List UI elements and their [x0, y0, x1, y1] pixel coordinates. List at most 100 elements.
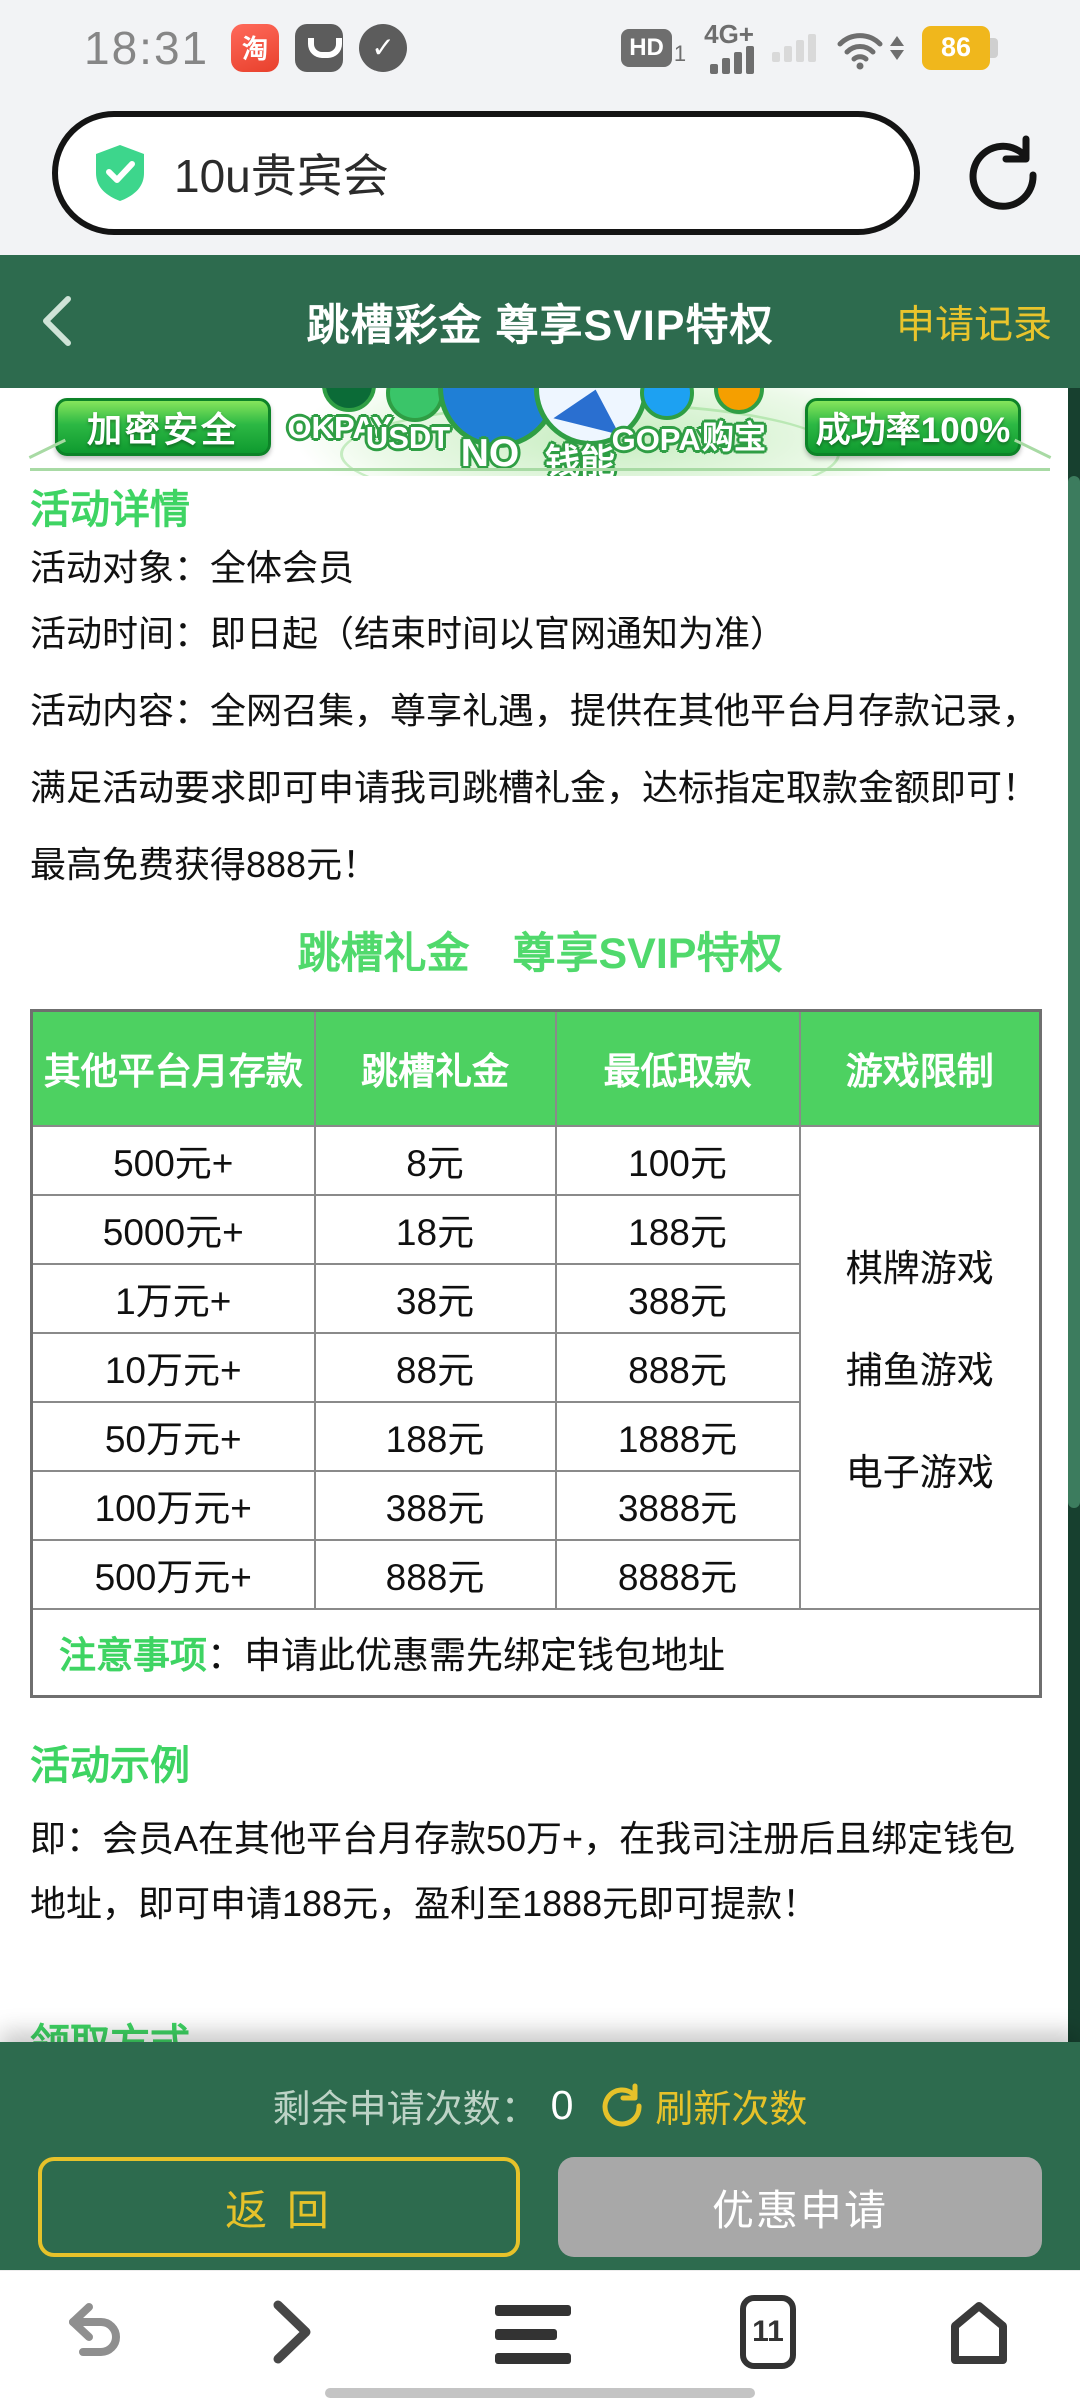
table-cell: 8888元 — [554, 1538, 801, 1610]
table-row: 1万元+ 38元 388元 — [30, 1262, 1041, 1334]
table-row: 10万元+ 88元 888元 — [30, 1331, 1041, 1403]
return-button[interactable]: 返 回 — [38, 2157, 520, 2257]
checkmark-notification-icon: ✓ — [359, 23, 408, 72]
table-cell: 5000元+ — [30, 1193, 316, 1265]
action-buttons-row: 返 回 优惠申请 — [0, 2133, 1080, 2257]
game-limit-item: 棋牌游戏 — [845, 1248, 994, 1289]
bottom-action-bar: 剩余申请次数： 0 刷新次数 返 回 优惠申请 — [0, 2042, 1080, 2270]
refresh-count-button[interactable]: 刷新次数 — [599, 2078, 807, 2133]
table-cell: 38元 — [313, 1262, 557, 1334]
nav-back-button[interactable] — [61, 2299, 131, 2369]
activity-time-line: 活动时间：即日起（结束时间以官网通知为准） — [30, 613, 787, 654]
table-row: 500元+ 8元 100元 棋牌游戏 捕鱼游戏 电子游戏 — [30, 1124, 1042, 1610]
success-rate-badge: 成功率100% — [805, 398, 1021, 456]
table-cell: 500万元+ — [30, 1538, 316, 1610]
table-cell: 8元 — [313, 1124, 557, 1196]
apply-history-link[interactable]: 申请记录 — [895, 303, 1052, 347]
promo-table-title: 跳槽礼金 尊享SVIP特权 — [297, 930, 783, 978]
page-title: 跳槽彩金 尊享SVIP特权 — [306, 301, 774, 350]
remaining-count-value: 0 — [550, 2082, 574, 2128]
status-indicators: HD 1 4G+ 86 — [621, 0, 998, 95]
table-cell: 3888元 — [554, 1469, 801, 1541]
nav-menu-button[interactable] — [495, 2299, 571, 2369]
game-limit-item: 电子游戏 — [845, 1452, 994, 1493]
table-cell: 1888元 — [554, 1400, 801, 1472]
col-header-bonus: 跳槽礼金 — [313, 1009, 557, 1127]
table-cell: 888元 — [554, 1331, 801, 1403]
example-paragraph: 即：会员A在其他平台月存款50万+，在我司注册后且绑定钱包地址，即可申请188元… — [30, 1818, 1016, 1924]
nav-forward-button[interactable] — [268, 2299, 338, 2369]
bonus-table: 其他平台月存款 跳槽礼金 最低取款 游戏限制 500元+ 8元 100元 棋牌游… — [30, 1009, 1042, 1698]
game-limit-item: 捕鱼游戏 — [845, 1350, 994, 1391]
refresh-count-label: 刷新次数 — [655, 2089, 808, 2131]
table-cell: 188元 — [554, 1193, 801, 1265]
nav-home-button[interactable] — [945, 2299, 1015, 2369]
wifi-traffic-arrows-icon — [890, 35, 904, 60]
note-label: 注意事项 — [59, 1635, 207, 1677]
promo-banner: OKPAY USDT NO 钱能 GOPAY 购宝 加密安全 成功率100% — [0, 388, 1080, 476]
usdt-label: USDT — [365, 420, 451, 455]
table-cell: 888元 — [313, 1538, 557, 1610]
table-cell: 100万元+ — [30, 1469, 316, 1541]
table-cell: 1万元+ — [30, 1262, 316, 1334]
activity-target-line: 活动对象：全体会员 — [30, 547, 355, 588]
cellular-signal-icon: 4G+ — [704, 21, 754, 74]
signal-bars-icon — [710, 45, 754, 74]
secondary-signal-bars-icon — [772, 33, 816, 62]
page-header: 跳槽彩金 尊享SVIP特权 申请记录 — [0, 255, 1080, 388]
refresh-button[interactable] — [962, 133, 1046, 217]
tab-count-badge: 11 — [740, 2295, 796, 2369]
goubao-label: 购宝 — [701, 419, 767, 455]
table-cell: 388元 — [554, 1262, 801, 1334]
taobao-notification-icon: 淘 — [231, 23, 280, 72]
table-cell: 88元 — [313, 1331, 557, 1403]
table-cell: 388元 — [313, 1469, 557, 1541]
clock: 18:31 — [84, 21, 210, 74]
table-cell: 188元 — [313, 1400, 557, 1472]
col-header-withdraw: 最低取款 — [554, 1009, 801, 1127]
okpay-label: OKPAY — [287, 410, 393, 445]
table-row: 5000元+ 18元 188元 — [30, 1193, 1041, 1265]
note-text: ：申请此优惠需先绑定钱包地址 — [207, 1635, 725, 1677]
remaining-count-label: 剩余申请次数： — [272, 2089, 539, 2131]
claim-heading: 领取方式 — [30, 2020, 1050, 2042]
activity-content-paragraph: 活动内容：全网召集，尊享礼遇，提供在其他平台月存款记录，满足活动要求即可申请我司… — [30, 690, 1039, 885]
table-cell: 18元 — [313, 1193, 557, 1265]
browser-toolbar: 10u贵宾会 — [0, 95, 1080, 255]
game-limit-cell: 棋牌游戏 捕鱼游戏 电子游戏 — [798, 1124, 1042, 1610]
table-cell: 10万元+ — [30, 1331, 316, 1403]
wifi-icon — [834, 26, 904, 70]
status-bar: 18:31 淘 ✓ HD 1 4G+ — [0, 0, 1080, 95]
notification-icons: 淘 ✓ — [231, 23, 408, 72]
back-button[interactable] — [30, 291, 90, 351]
encrypted-safe-badge: 加密安全 — [55, 398, 271, 456]
example-heading: 活动示例 — [30, 1744, 190, 1788]
col-header-game-limit: 游戏限制 — [798, 1009, 1042, 1127]
shopping-bag-notification-icon — [295, 23, 344, 72]
wifi-arcs — [837, 32, 883, 69]
battery-level: 86 — [922, 25, 990, 70]
address-bar[interactable]: 10u贵宾会 — [52, 111, 920, 235]
table-row: 500万元+ 888元 8888元 — [30, 1538, 1041, 1610]
table-row: 50万元+ 188元 1888元 — [30, 1400, 1041, 1472]
nav-tabs-button[interactable]: 11 — [740, 2295, 810, 2369]
site-title: 10u贵宾会 — [174, 150, 389, 202]
battery-icon: 86 — [922, 25, 998, 70]
note-cell: 注意事项：申请此优惠需先绑定钱包地址 — [30, 1607, 1042, 1698]
details-heading: 活动详情 — [30, 488, 190, 532]
gopay-label: GOPAY — [611, 422, 719, 457]
table-row: 100万元+ 388元 3888元 — [30, 1469, 1041, 1541]
apply-promo-button[interactable]: 优惠申请 — [558, 2157, 1042, 2257]
table-cell: 100元 — [554, 1124, 801, 1196]
table-note-row: 注意事项：申请此优惠需先绑定钱包地址 — [30, 1607, 1042, 1698]
banner-divider — [30, 468, 1050, 471]
page-content: OKPAY USDT NO 钱能 GOPAY 购宝 加密安全 成功率100% 活… — [0, 388, 1080, 2042]
refresh-icon — [602, 2083, 642, 2126]
scrollbar-thumb[interactable] — [1068, 476, 1080, 1508]
secure-shield-icon[interactable] — [92, 143, 148, 203]
remaining-count-row: 剩余申请次数： 0 刷新次数 — [0, 2042, 1080, 2133]
home-indicator[interactable] — [325, 2388, 755, 2398]
table-cell: 50万元+ — [30, 1400, 316, 1472]
system-nav-bar: 11 — [0, 2270, 1080, 2408]
